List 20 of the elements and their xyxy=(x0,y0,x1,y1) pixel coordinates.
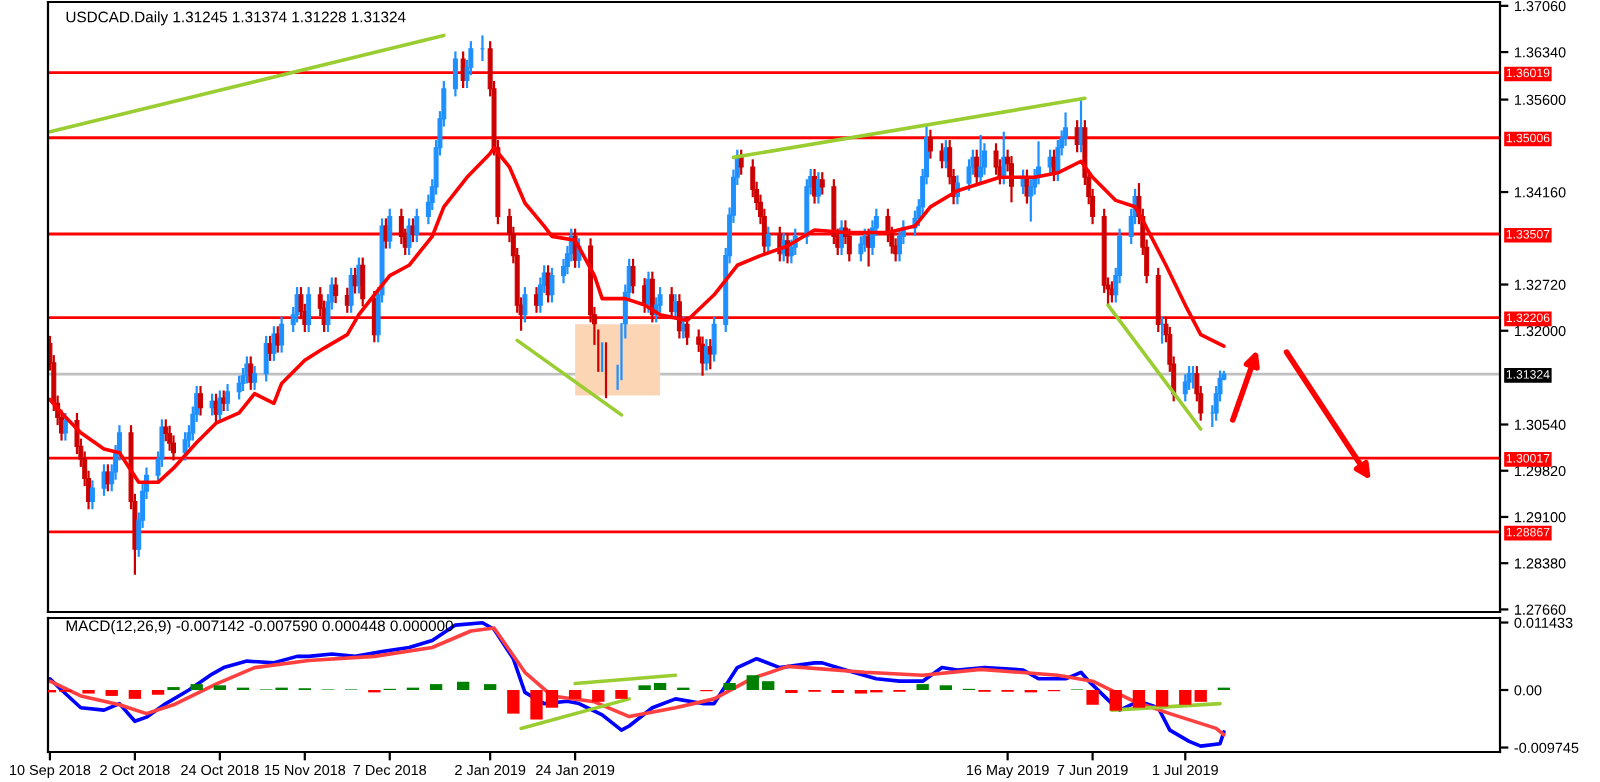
bar xyxy=(456,681,470,691)
bar xyxy=(190,684,203,691)
bar xyxy=(213,685,227,691)
bar xyxy=(723,682,736,691)
bar xyxy=(1155,690,1169,707)
bar xyxy=(939,685,953,691)
bar xyxy=(483,684,497,691)
bar xyxy=(1194,690,1207,702)
bar xyxy=(592,690,605,702)
bar xyxy=(128,690,142,699)
bar xyxy=(1109,690,1122,711)
bar xyxy=(105,690,118,696)
bar xyxy=(1086,690,1099,705)
bar xyxy=(429,684,443,691)
bar xyxy=(568,690,582,699)
bar xyxy=(916,684,929,691)
bar xyxy=(1132,690,1146,708)
bar xyxy=(1179,690,1192,705)
bar xyxy=(615,690,628,699)
bar xyxy=(507,690,520,714)
